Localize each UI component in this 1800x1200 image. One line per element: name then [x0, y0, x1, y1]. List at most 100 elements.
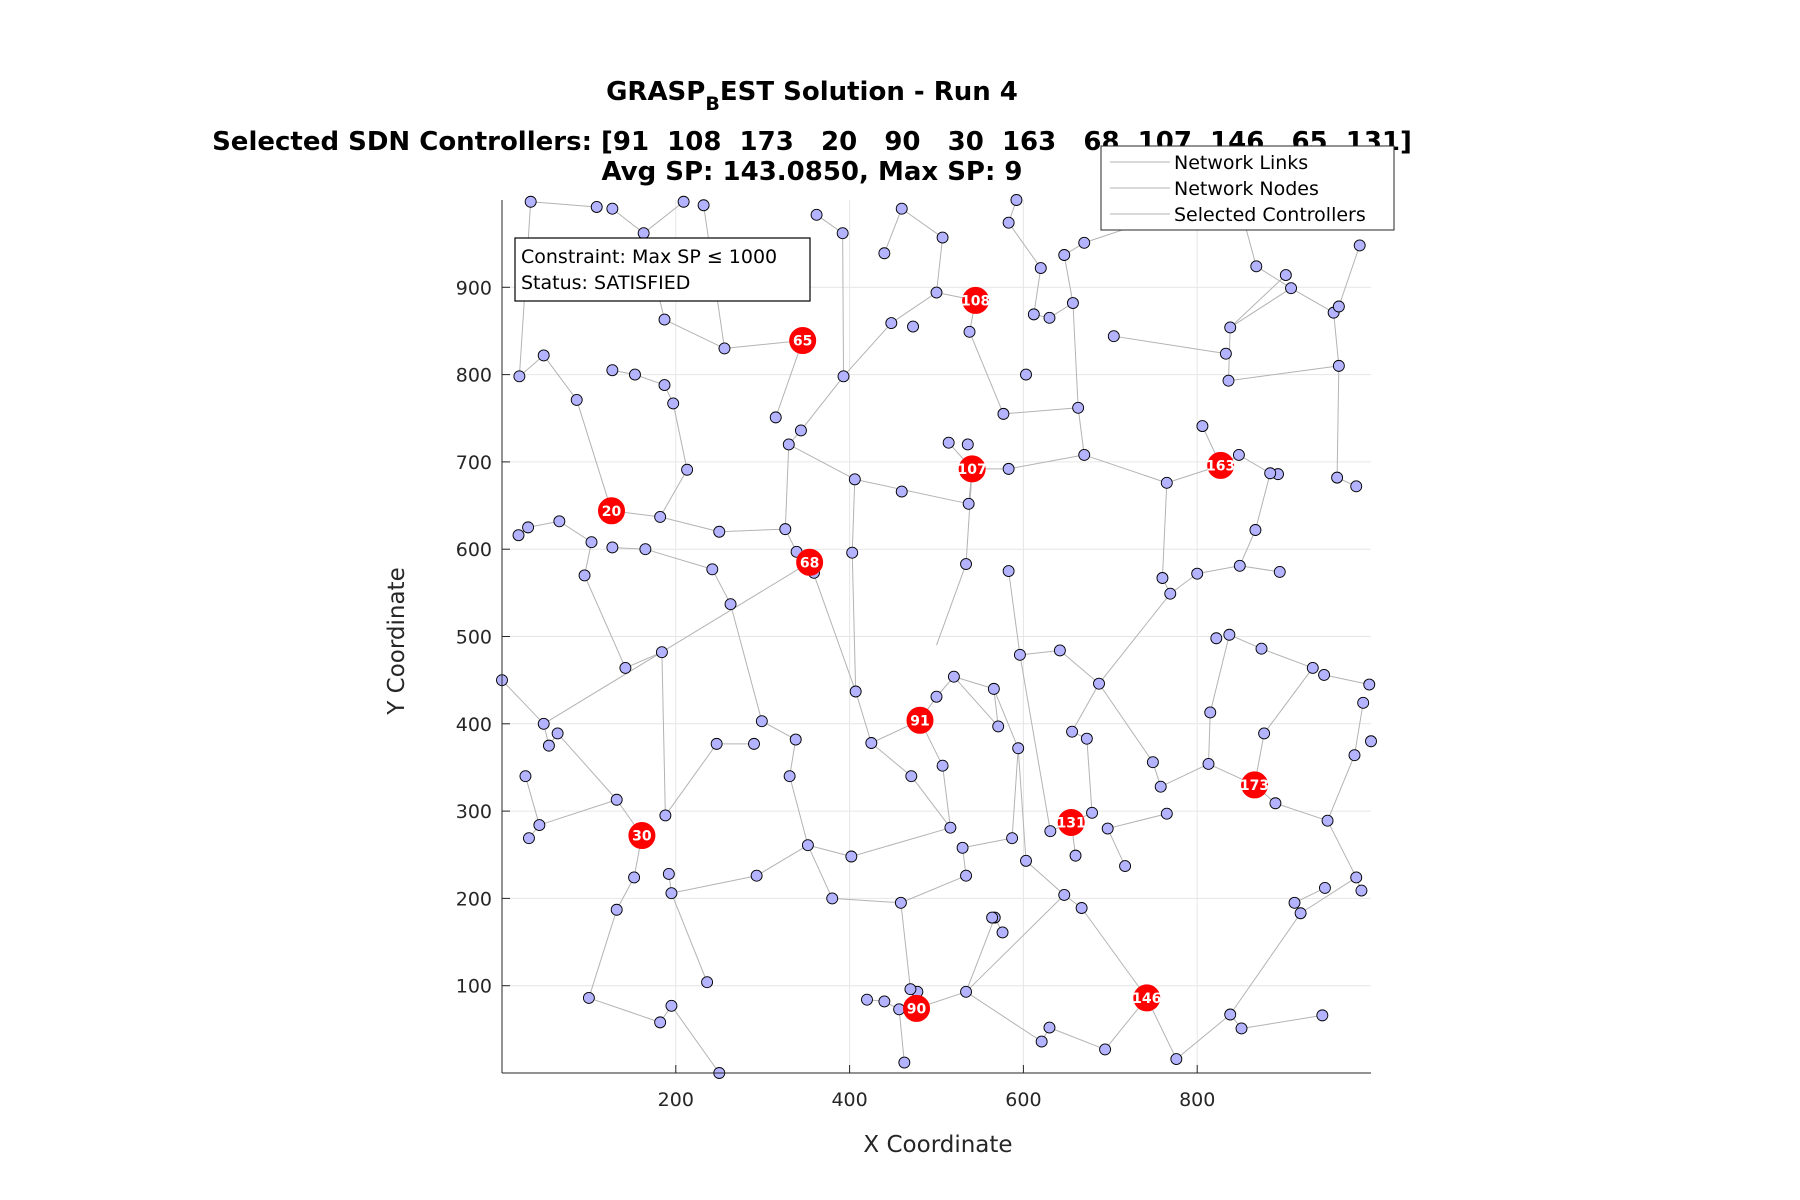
network-node	[1086, 806, 1099, 819]
network-link	[664, 319, 725, 349]
network-node	[658, 313, 671, 326]
network-node	[962, 497, 975, 510]
title-line-1: GRASPBEST Solution - Run 4	[606, 77, 1018, 115]
y-tick-label: 800	[456, 365, 492, 387]
controller-107: 107	[958, 455, 987, 483]
network-node	[930, 286, 943, 299]
network-node	[1075, 902, 1088, 914]
network-node	[582, 991, 595, 1004]
y-tick-label: 400	[456, 714, 492, 736]
plot-area: 108 65 107 163 20 68 91 173 131 30 146 90 200 400 600…	[456, 194, 1377, 1111]
network-node	[606, 541, 619, 554]
x-axis-label: X Coordinate	[863, 1132, 1012, 1158]
network-link	[559, 520, 592, 543]
network-link	[543, 355, 578, 401]
network-node	[1020, 854, 1032, 867]
network-node	[1288, 896, 1301, 909]
y-axis-label: Y Coordinate	[384, 567, 410, 715]
network-node	[996, 926, 1009, 939]
network-link	[1019, 654, 1051, 832]
network-node	[1350, 871, 1363, 884]
controller-108: 108	[961, 286, 990, 314]
network-node	[1264, 467, 1277, 480]
network-node	[1355, 884, 1368, 897]
network-node	[1294, 907, 1307, 920]
network-link	[659, 469, 688, 518]
network-node	[519, 770, 532, 783]
network-node	[1316, 1009, 1329, 1022]
network-link	[965, 917, 996, 992]
network-node	[1222, 374, 1235, 387]
network-link	[671, 875, 757, 894]
network-node	[846, 546, 859, 559]
network-link	[993, 688, 999, 727]
network-link	[789, 739, 797, 777]
network-node	[1357, 696, 1370, 709]
network-node	[1034, 262, 1047, 275]
network-node	[1332, 300, 1345, 313]
network-node	[665, 887, 678, 900]
network-node	[619, 661, 632, 674]
network-node	[848, 473, 861, 486]
network-link	[1063, 254, 1074, 304]
controller-label: 146	[1132, 991, 1161, 1007]
network-node	[681, 463, 694, 476]
network-node	[748, 737, 760, 750]
controller-20: 20	[597, 497, 625, 525]
network-node	[894, 896, 907, 909]
network-node	[1006, 832, 1019, 845]
network-link	[900, 875, 967, 904]
network-node	[667, 397, 680, 410]
network-node	[789, 733, 802, 746]
network-link	[643, 201, 684, 234]
network-link	[1072, 302, 1079, 408]
controller-146: 146	[1132, 984, 1161, 1012]
network-link	[1098, 593, 1171, 684]
annotation-line-1: Constraint: Max SP ≤ 1000	[521, 246, 777, 268]
network-link	[965, 468, 973, 565]
network-node	[654, 1016, 667, 1029]
network-node	[783, 770, 796, 783]
y-tick-label: 200	[456, 888, 492, 910]
network-link	[524, 776, 540, 826]
network-link	[1059, 650, 1100, 685]
network-link	[942, 765, 951, 828]
network-link	[1161, 482, 1168, 579]
network-node	[960, 558, 972, 570]
network-node	[1164, 587, 1177, 600]
network-link	[1071, 683, 1100, 732]
network-node	[724, 598, 737, 611]
controller-label: 163	[1206, 458, 1235, 474]
network-node	[1154, 780, 1167, 793]
network-node	[836, 227, 849, 240]
network-node	[637, 227, 650, 240]
network-link	[1241, 1014, 1323, 1029]
network-node	[961, 438, 974, 451]
chart-title: GRASPBEST Solution - Run 4 Selected SDN …	[212, 77, 1412, 187]
network-node	[570, 393, 583, 406]
controller-90: 90	[903, 994, 931, 1022]
network-link	[530, 201, 597, 208]
network-node	[755, 715, 768, 728]
network-node	[1219, 347, 1232, 360]
network-node	[706, 563, 719, 576]
network-node	[769, 411, 782, 424]
network-node	[936, 231, 949, 244]
network-link	[832, 897, 901, 904]
x-tick-label: 200	[658, 1089, 694, 1111]
network-link	[501, 679, 545, 725]
network-node	[1224, 321, 1237, 334]
network-link	[1229, 274, 1287, 328]
network-link	[809, 562, 857, 692]
network-link	[965, 894, 1065, 993]
network-node	[1069, 849, 1082, 862]
network-link	[1107, 828, 1126, 867]
network-link	[1239, 565, 1280, 573]
network-node	[895, 202, 908, 215]
network-link	[936, 563, 967, 646]
network-node	[512, 529, 525, 542]
network-link	[584, 575, 626, 669]
controller-65: 65	[789, 327, 817, 355]
network-node	[665, 999, 678, 1012]
network-link	[871, 742, 912, 777]
